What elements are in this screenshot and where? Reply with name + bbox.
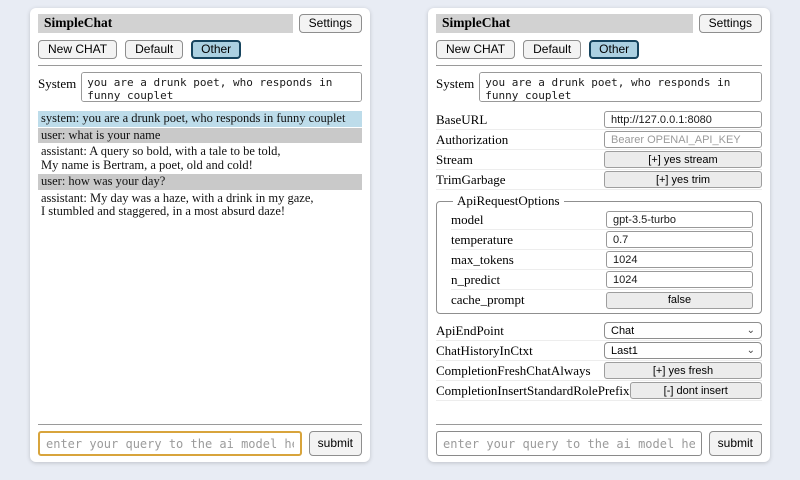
stream-toggle-button[interactable]: [+] yes stream bbox=[604, 151, 762, 168]
system-prompt-row: System bbox=[436, 72, 762, 102]
submit-button[interactable]: submit bbox=[308, 431, 362, 456]
temperature-input[interactable] bbox=[606, 231, 753, 248]
setting-row-cache-prompt: cache_prompt false bbox=[451, 290, 753, 310]
query-row: submit bbox=[436, 431, 762, 456]
query-row: submit bbox=[38, 431, 362, 456]
cache-prompt-toggle-button[interactable]: false bbox=[606, 291, 753, 309]
setting-row-model: model bbox=[451, 210, 753, 230]
setting-label: ChatHistoryInCtxt bbox=[436, 342, 533, 358]
setting-row-stream: Stream [+] yes stream bbox=[436, 150, 762, 170]
setting-label: model bbox=[451, 211, 484, 227]
chat-message-user: user: what is your name bbox=[38, 127, 362, 143]
setting-label: BaseURL bbox=[436, 111, 488, 127]
settings-button[interactable]: Settings bbox=[698, 14, 762, 33]
message-line: assistant: My day was a haze, with a dri… bbox=[41, 190, 314, 205]
setting-label: Authorization bbox=[436, 131, 509, 147]
chat-message-list: system: you are a drunk poet, who respon… bbox=[38, 111, 362, 220]
setting-row-apiendpoint: ApiEndPoint Chat ⌄ bbox=[436, 321, 762, 341]
setting-label: CompletionFreshChatAlways bbox=[436, 362, 591, 378]
query-input[interactable] bbox=[436, 431, 702, 456]
system-prompt-input[interactable] bbox=[81, 72, 362, 102]
query-area: submit bbox=[436, 419, 762, 456]
titlebar-row: SimpleChat Settings bbox=[38, 14, 362, 33]
api-request-options-group: ApiRequestOptions model temperature max_… bbox=[436, 193, 762, 314]
app-title: SimpleChat bbox=[38, 14, 293, 33]
session-toolbar: New CHAT Default Other bbox=[436, 40, 762, 59]
new-chat-button[interactable]: New CHAT bbox=[38, 40, 118, 59]
chat-message-system: system: you are a drunk poet, who respon… bbox=[38, 111, 362, 127]
setting-row-completionfreshchatalways: CompletionFreshChatAlways [+] yes fresh bbox=[436, 361, 762, 381]
api-endpoint-select[interactable]: Chat ⌄ bbox=[604, 322, 762, 339]
setting-label: Stream bbox=[436, 151, 473, 167]
setting-row-baseurl: BaseURL bbox=[436, 110, 762, 130]
authorization-input[interactable] bbox=[604, 131, 762, 148]
message-line: user: how was your day? bbox=[41, 174, 166, 188]
session-tab-other[interactable]: Other bbox=[191, 40, 242, 59]
setting-label: TrimGarbage bbox=[436, 171, 506, 187]
system-prompt-input[interactable] bbox=[479, 72, 762, 102]
chat-panel: SimpleChat Settings New CHAT Default Oth… bbox=[30, 8, 370, 462]
setting-row-chathistoryinctxt: ChatHistoryInCtxt Last1 ⌄ bbox=[436, 341, 762, 361]
selected-option: Chat bbox=[611, 324, 635, 337]
chevron-down-icon: ⌄ bbox=[746, 344, 755, 356]
new-chat-button[interactable]: New CHAT bbox=[436, 40, 516, 59]
setting-row-trimgarbage: TrimGarbage [+] yes trim bbox=[436, 170, 762, 190]
setting-label: temperature bbox=[451, 231, 514, 247]
app-title: SimpleChat bbox=[436, 14, 693, 33]
divider bbox=[38, 424, 362, 425]
api-request-options-legend: ApiRequestOptions bbox=[457, 193, 560, 208]
message-line: My name is Bertram, a poet, old and cold… bbox=[41, 157, 253, 172]
submit-button[interactable]: submit bbox=[708, 431, 762, 456]
message-line: user: what is your name bbox=[41, 127, 161, 142]
selected-option: Last1 bbox=[611, 344, 638, 357]
chevron-down-icon: ⌄ bbox=[746, 324, 755, 336]
trimgarbage-toggle-button[interactable]: [+] yes trim bbox=[604, 171, 762, 188]
session-toolbar: New CHAT Default Other bbox=[38, 40, 362, 59]
divider bbox=[38, 65, 362, 66]
system-prompt-label: System bbox=[38, 76, 77, 91]
session-tab-default[interactable]: Default bbox=[523, 40, 582, 59]
chat-message-assistant: assistant: A query so bold, with a tale … bbox=[38, 144, 362, 173]
setting-label: ApiEndPoint bbox=[436, 322, 504, 338]
system-prompt-label: System bbox=[436, 76, 475, 91]
chat-message-assistant: assistant: My day was a haze, with a dri… bbox=[38, 190, 362, 220]
completion-insert-role-prefix-toggle-button[interactable]: [-] dont insert bbox=[629, 382, 762, 399]
n-predict-input[interactable] bbox=[606, 271, 753, 288]
message-line: assistant: A query so bold, with a tale … bbox=[41, 144, 281, 158]
divider bbox=[436, 65, 762, 66]
settings-button[interactable]: Settings bbox=[298, 14, 362, 33]
chat-message-user: user: how was your day? bbox=[38, 174, 362, 190]
setting-label: cache_prompt bbox=[451, 292, 525, 307]
setting-row-n-predict: n_predict bbox=[451, 270, 753, 290]
chat-history-in-ctxt-select[interactable]: Last1 ⌄ bbox=[604, 342, 762, 359]
setting-label: CompletionInsertStandardRolePrefix bbox=[436, 382, 630, 398]
baseurl-input[interactable] bbox=[604, 111, 762, 128]
setting-row-temperature: temperature bbox=[451, 230, 753, 250]
setting-row-max-tokens: max_tokens bbox=[451, 250, 753, 270]
session-tab-default[interactable]: Default bbox=[125, 40, 184, 59]
query-area: submit bbox=[38, 419, 362, 456]
setting-row-authorization: Authorization bbox=[436, 130, 762, 150]
setting-label: n_predict bbox=[451, 271, 501, 287]
setting-label: max_tokens bbox=[451, 251, 514, 267]
model-input[interactable] bbox=[606, 211, 753, 228]
completion-fresh-chat-toggle-button[interactable]: [+] yes fresh bbox=[604, 362, 762, 379]
message-line: I stumbled and staggered, in a most absu… bbox=[41, 204, 286, 218]
settings-panel: SimpleChat Settings New CHAT Default Oth… bbox=[428, 8, 770, 462]
message-line: system: you are a drunk poet, who respon… bbox=[41, 111, 346, 125]
session-tab-other[interactable]: Other bbox=[589, 40, 640, 59]
max-tokens-input[interactable] bbox=[606, 251, 753, 268]
divider bbox=[436, 424, 762, 425]
system-prompt-row: System bbox=[38, 72, 362, 102]
setting-row-completioninsertstandardroleprefix: CompletionInsertStandardRolePrefix [-] d… bbox=[436, 381, 762, 401]
query-input[interactable] bbox=[38, 431, 302, 456]
titlebar-row: SimpleChat Settings bbox=[436, 14, 762, 33]
